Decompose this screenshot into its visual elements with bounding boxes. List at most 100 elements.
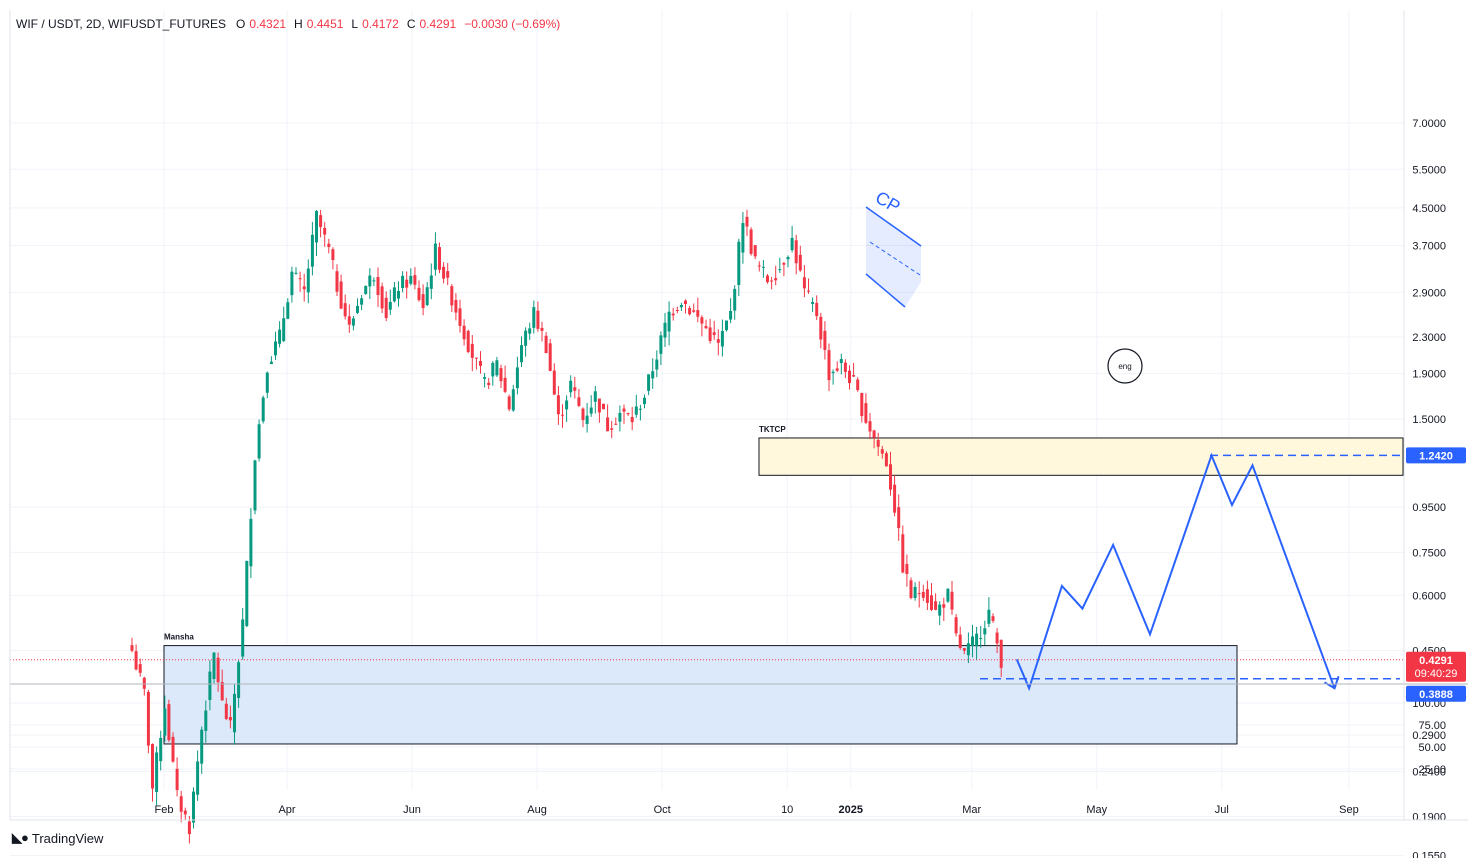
- candle-body: [766, 275, 769, 283]
- candle-body: [852, 375, 856, 377]
- candle-body: [425, 287, 429, 306]
- y-tick-label: 0.2400: [1412, 767, 1446, 779]
- candle-body: [331, 249, 335, 260]
- candle-body: [351, 318, 355, 326]
- candle-body: [610, 428, 614, 430]
- candle-body: [819, 316, 823, 340]
- candle-body: [991, 616, 995, 621]
- candle-body: [520, 345, 523, 363]
- candle-body: [315, 210, 318, 243]
- candle-body: [905, 563, 909, 574]
- candle-body: [347, 316, 351, 325]
- candle-body: [397, 290, 400, 299]
- candle-body: [491, 362, 495, 377]
- candle-body: [618, 412, 622, 422]
- y-tick-label: 7.0000: [1412, 118, 1446, 130]
- candle-body: [864, 403, 868, 423]
- candle-body: [466, 330, 470, 353]
- candle-body: [192, 791, 195, 823]
- candle-body: [958, 634, 962, 648]
- candle-body: [876, 439, 880, 447]
- candle-body: [204, 710, 208, 731]
- x-tick-label: Jun: [403, 804, 421, 816]
- candle-body: [733, 288, 737, 311]
- candle-body: [934, 601, 938, 610]
- candle-body: [442, 266, 446, 279]
- candle-body: [597, 398, 601, 413]
- candle-body: [561, 414, 564, 416]
- candle-body: [971, 636, 974, 647]
- x-tick-label: Aug: [527, 804, 547, 816]
- candle-body: [483, 377, 487, 379]
- candle-body: [782, 263, 786, 265]
- low-label: L: [351, 17, 359, 31]
- candle-body: [913, 586, 917, 599]
- candle-body: [171, 736, 175, 762]
- zone-tktcp-label: TKTCP: [759, 425, 786, 434]
- y-tick-label: 4.5000: [1412, 203, 1446, 215]
- x-tick-label: 2025: [839, 804, 863, 816]
- candle-body: [577, 397, 581, 406]
- candle-body: [884, 453, 888, 467]
- candle-body: [540, 327, 544, 331]
- candle-body: [274, 341, 277, 356]
- candle-body: [474, 357, 478, 359]
- candle-body: [647, 374, 651, 391]
- candle-body: [224, 703, 228, 720]
- x-tick-label: May: [1086, 804, 1107, 816]
- candle-body: [175, 768, 179, 790]
- x-tick-label: Sep: [1339, 804, 1359, 816]
- candle-body: [692, 310, 696, 312]
- candle-body: [368, 275, 372, 287]
- x-tick-label: 10: [781, 804, 793, 816]
- candle-body: [245, 560, 249, 627]
- candle-body: [995, 632, 999, 644]
- target-high-tag: [1406, 447, 1466, 464]
- candle-body: [458, 308, 462, 326]
- target-low-value: 0.3888: [1419, 689, 1453, 701]
- candle-body: [528, 328, 532, 334]
- candle-body: [614, 423, 618, 425]
- candle-body: [753, 245, 757, 257]
- candle-body: [286, 302, 290, 319]
- channel-fill: [866, 207, 921, 307]
- candle-body: [179, 796, 183, 812]
- candles: [130, 209, 1003, 844]
- candle-body: [630, 416, 634, 423]
- y-tick-label: 0.1900: [1412, 811, 1446, 823]
- candle-body: [938, 604, 942, 616]
- y-tick-label: 1.9000: [1412, 369, 1446, 381]
- candle-body: [729, 310, 733, 320]
- candle-body: [811, 301, 815, 304]
- candle-body: [524, 330, 528, 346]
- candle-body: [962, 648, 966, 651]
- axes: 7.0000 5.5000 4.5000 3.7000 2.9000 2.3000 1.90…: [9, 10, 1468, 863]
- candle-body: [802, 277, 806, 289]
- y-tick-label: 0.9500: [1412, 502, 1446, 514]
- candle-body: [450, 286, 454, 306]
- candle-body: [310, 234, 314, 267]
- candle-body: [565, 400, 569, 410]
- candle-body: [761, 266, 765, 268]
- candle-body: [667, 311, 671, 332]
- candle-body: [954, 617, 958, 634]
- tradingview-logo[interactable]: ◣● TradingView: [12, 830, 103, 846]
- candle-body: [675, 309, 679, 311]
- candle-body: [220, 682, 224, 701]
- candle-body: [409, 275, 413, 284]
- candle-body: [138, 664, 142, 673]
- candle-body: [339, 281, 343, 309]
- osc-y-tick-label: 75.00: [1418, 720, 1446, 732]
- candle-body: [999, 639, 1003, 668]
- candle-body: [774, 278, 778, 281]
- candle-body: [741, 223, 745, 253]
- candle-body: [495, 360, 499, 376]
- symbol-title[interactable]: WIF / USDT, 2D, WIFUSDT_FUTURES: [16, 17, 226, 31]
- y-tick-label: 0.1550: [1412, 851, 1446, 858]
- zones[interactable]: TKTCP Mansha: [163, 425, 1404, 745]
- y-tick-label: 2.9000: [1412, 287, 1446, 299]
- candle-body: [942, 604, 946, 608]
- candle-body: [360, 298, 364, 305]
